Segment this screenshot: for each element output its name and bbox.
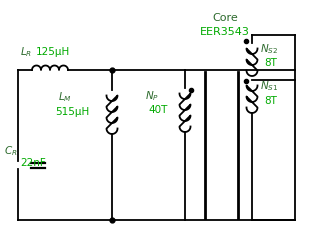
Text: Core: Core <box>212 13 238 23</box>
Text: $N_P$: $N_P$ <box>145 89 159 103</box>
Text: 8T: 8T <box>264 59 277 68</box>
Text: 40T: 40T <box>148 105 167 115</box>
Text: 22nF: 22nF <box>20 158 46 168</box>
Text: $N_{S2}$: $N_{S2}$ <box>260 43 278 56</box>
Text: $L_R$: $L_R$ <box>20 45 32 59</box>
Text: 125μH: 125μH <box>36 47 70 57</box>
Text: EER3543: EER3543 <box>200 27 250 37</box>
Text: 515μH: 515μH <box>55 107 89 117</box>
Text: $N_{S1}$: $N_{S1}$ <box>260 80 278 94</box>
Text: $L_M$: $L_M$ <box>58 90 72 104</box>
Text: 8T: 8T <box>264 95 277 106</box>
Text: $C_R$: $C_R$ <box>4 144 17 158</box>
